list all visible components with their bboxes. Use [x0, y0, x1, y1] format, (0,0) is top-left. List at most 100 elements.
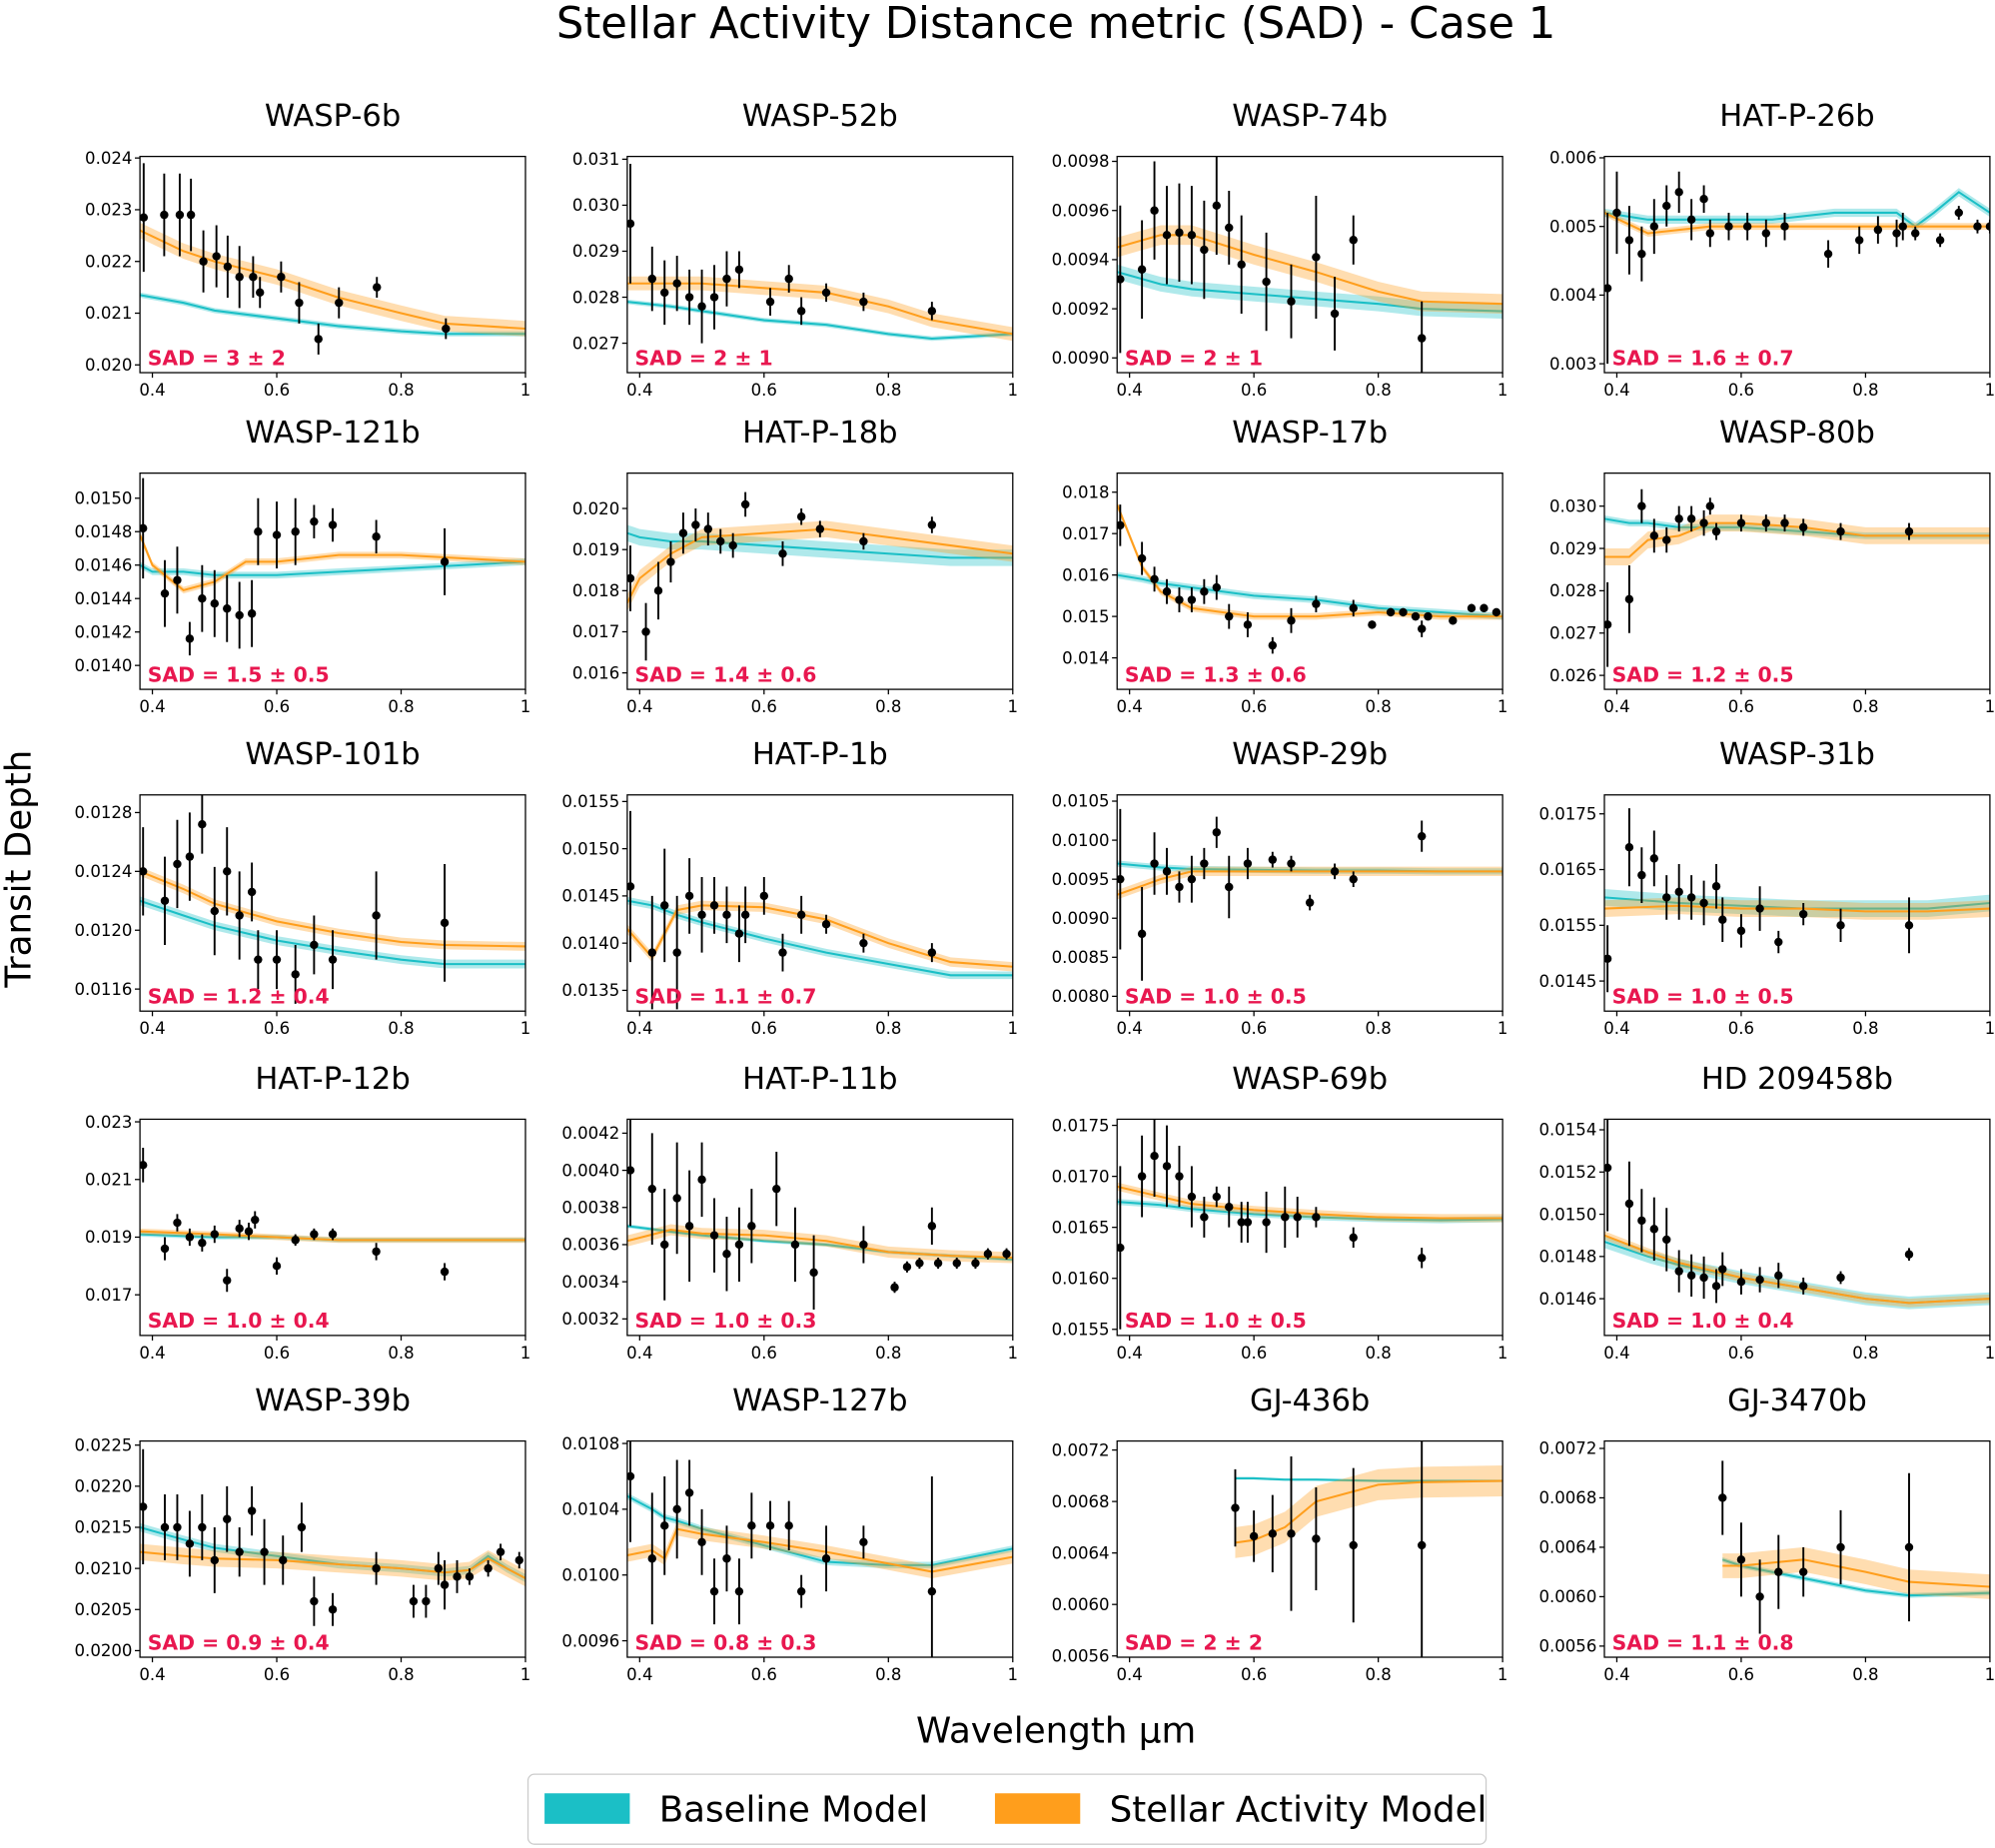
model-line: [1604, 521, 1990, 558]
y-tick-label: 0.0100: [561, 1565, 619, 1584]
data-point: [859, 1537, 868, 1546]
model-line: [626, 899, 1013, 977]
data-point: [1911, 229, 1920, 238]
y-tick-label: 0.0205: [75, 1600, 133, 1619]
data-point: [1686, 215, 1696, 225]
model-line: [140, 229, 525, 331]
y-tick-label: 0.0034: [561, 1273, 619, 1292]
data-point: [1002, 1250, 1011, 1259]
y-tick-label: 0.0225: [75, 1435, 133, 1454]
data-point: [1349, 1233, 1358, 1243]
model-line: [1721, 1558, 1990, 1597]
data-point: [722, 910, 731, 920]
x-tick-label: 0.4: [1117, 1665, 1143, 1684]
data-point: [1187, 1192, 1197, 1202]
y-tick-label: 0.0144: [75, 589, 133, 608]
y-tick-label: 0.0148: [75, 522, 133, 541]
data-point: [703, 524, 713, 533]
axes-frame: [139, 1439, 526, 1658]
data-point: [1686, 1271, 1696, 1281]
data-point: [1761, 229, 1771, 238]
x-tick-label: 0.8: [1852, 1019, 1878, 1038]
data-point: [140, 1161, 148, 1170]
model-band: [1722, 1546, 1990, 1599]
axes-frame: [1116, 155, 1503, 374]
data-point: [160, 896, 170, 905]
data-point: [747, 1222, 756, 1231]
y-tick-label: 0.0150: [561, 839, 619, 858]
y-tick-label: 0.0165: [1052, 1218, 1110, 1237]
data-point: [660, 1240, 669, 1250]
data-point: [251, 1215, 260, 1225]
x-tick-label: 0.4: [626, 697, 652, 716]
data-point: [1200, 587, 1209, 596]
subplot: WASP-29b 0.0080 0.0085 0.0090 0.0095 0.0100 0.…: [1052, 737, 1508, 1038]
data-point: [160, 1522, 170, 1532]
axes-frame: [1116, 794, 1503, 1012]
data-point: [1637, 249, 1646, 259]
data-point: [859, 938, 868, 948]
data-point: [1162, 1162, 1172, 1171]
model-band: [1235, 1465, 1503, 1558]
data-point: [1187, 874, 1197, 884]
y-tick-label: 0.0038: [561, 1198, 619, 1217]
axes-frame: [1116, 472, 1503, 690]
model-band: [1604, 1231, 1990, 1308]
data-point: [796, 307, 806, 316]
data-point: [647, 1184, 656, 1194]
y-tick-label: 0.0152: [1538, 1163, 1596, 1182]
data-point: [1175, 595, 1184, 604]
data-point: [1312, 1534, 1321, 1543]
data-point: [1780, 222, 1789, 231]
model-line: [140, 870, 525, 948]
subplot: HAT-P-26b 0.003 0.004 0.005 0.006 0.4 0.6 0.8 1 S…: [1549, 99, 1995, 400]
model-line: [1604, 1234, 1990, 1305]
data-point: [821, 920, 831, 929]
data-point: [1137, 929, 1147, 939]
plot-area: [140, 1148, 525, 1293]
data-point: [815, 524, 825, 533]
axes-frame: [139, 155, 526, 374]
y-tick-label: 0.017: [572, 622, 619, 641]
data-point: [734, 265, 744, 275]
data-point: [1736, 1277, 1746, 1287]
data-point: [734, 1586, 744, 1596]
plot-area: [1604, 1119, 1990, 1310]
data-point: [160, 210, 169, 220]
data-point: [1225, 1203, 1234, 1212]
data-point: [927, 1222, 937, 1231]
data-point: [684, 293, 694, 302]
data-point: [1686, 514, 1696, 523]
plot-area: [140, 794, 525, 1004]
data-point: [1293, 1213, 1302, 1222]
x-tick-label: 1: [1497, 1019, 1508, 1038]
subplot: WASP-127b 0.0096 0.0100 0.0104 0.0108 0.4 0.6 0…: [561, 1384, 1018, 1684]
data-point: [1162, 867, 1172, 876]
data-point: [1175, 228, 1184, 238]
data-point: [272, 1262, 282, 1271]
axes-frame: [1116, 1439, 1503, 1658]
model-line: [1604, 191, 1990, 228]
model-band: [140, 558, 525, 579]
data-point: [185, 852, 195, 861]
subplot-title: WASP-101b: [245, 737, 420, 772]
data-point: [160, 588, 170, 598]
sad-annotation: SAD = 1.0 ± 0.5: [1612, 985, 1794, 1009]
data-point: [1649, 531, 1659, 540]
sad-annotation: SAD = 1.0 ± 0.5: [1125, 1309, 1307, 1333]
data-point: [1287, 616, 1296, 625]
data-point: [1137, 265, 1147, 274]
data-point: [295, 298, 304, 308]
x-tick-label: 1: [520, 1019, 531, 1038]
y-tick-label: 0.0140: [561, 934, 619, 953]
x-tick-label: 0.4: [1117, 1019, 1143, 1038]
axes-frame: [139, 794, 526, 1012]
data-point: [1774, 937, 1783, 947]
data-point: [1898, 222, 1907, 231]
plot-area: [626, 1440, 1013, 1658]
data-point: [198, 820, 207, 829]
data-point: [1150, 206, 1159, 215]
x-tick-label: 1: [1008, 381, 1019, 400]
y-tick-label: 0.0056: [1052, 1646, 1110, 1665]
y-tick-label: 0.016: [1062, 565, 1109, 584]
